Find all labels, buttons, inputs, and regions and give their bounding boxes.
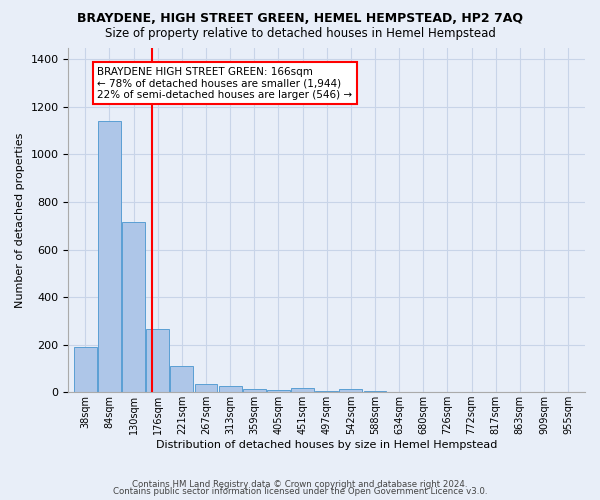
Text: Size of property relative to detached houses in Hemel Hempstead: Size of property relative to detached ho… <box>104 28 496 40</box>
Bar <box>218 386 242 392</box>
Bar <box>291 388 314 392</box>
Bar <box>98 121 121 392</box>
Bar <box>146 329 169 392</box>
Text: Contains public sector information licensed under the Open Government Licence v3: Contains public sector information licen… <box>113 487 487 496</box>
Bar <box>122 222 145 392</box>
Text: BRAYDENE, HIGH STREET GREEN, HEMEL HEMPSTEAD, HP2 7AQ: BRAYDENE, HIGH STREET GREEN, HEMEL HEMPS… <box>77 12 523 26</box>
Bar <box>243 389 266 392</box>
Bar <box>74 347 97 392</box>
Bar <box>315 391 338 392</box>
Y-axis label: Number of detached properties: Number of detached properties <box>15 132 25 308</box>
Bar <box>194 384 217 392</box>
Bar <box>364 391 386 392</box>
X-axis label: Distribution of detached houses by size in Hemel Hempstead: Distribution of detached houses by size … <box>156 440 497 450</box>
Bar <box>267 390 290 392</box>
Bar <box>340 388 362 392</box>
Text: BRAYDENE HIGH STREET GREEN: 166sqm
← 78% of detached houses are smaller (1,944)
: BRAYDENE HIGH STREET GREEN: 166sqm ← 78%… <box>97 66 352 100</box>
Bar <box>170 366 193 392</box>
Text: Contains HM Land Registry data © Crown copyright and database right 2024.: Contains HM Land Registry data © Crown c… <box>132 480 468 489</box>
